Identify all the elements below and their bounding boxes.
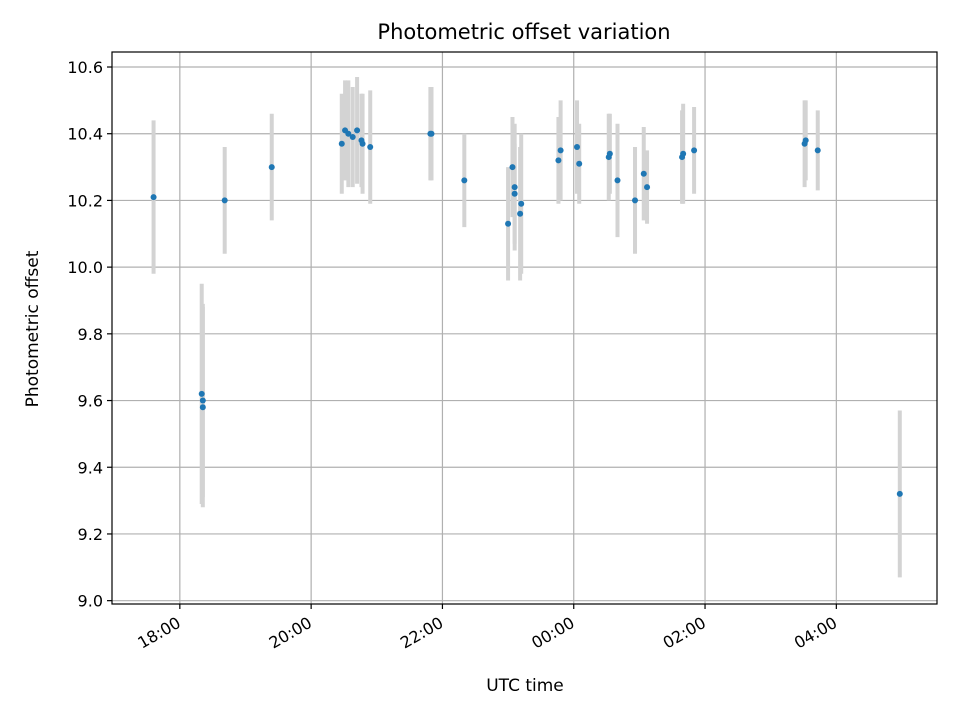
data-point — [557, 147, 564, 154]
y-tick-label: 9.0 — [78, 592, 103, 611]
x-tick-label: 02:00 — [660, 613, 709, 653]
data-point — [632, 197, 639, 204]
data-point — [150, 194, 157, 201]
grid — [112, 52, 937, 604]
data-point — [802, 137, 809, 144]
x-axis: 18:00 20:00 22:00 00:00 02:00 04:00 — [134, 604, 840, 653]
data-point — [345, 130, 352, 137]
y-tick-label: 9.8 — [78, 325, 103, 344]
error-bars — [151, 77, 902, 578]
data-point — [221, 197, 228, 204]
data-point — [680, 150, 687, 157]
plot-frame — [111, 51, 938, 605]
chart-title: Photometric offset variation — [377, 20, 670, 44]
data-point — [338, 140, 345, 147]
x-tick-label: 22:00 — [397, 613, 446, 653]
y-axis: 9.0 9.2 9.4 9.6 9.8 10.0 10.2 10.4 10.6 — [67, 58, 112, 611]
data-point — [428, 130, 435, 137]
data-point — [461, 177, 468, 184]
data-point — [199, 397, 206, 404]
data-point — [505, 220, 512, 227]
y-tick-label: 10.6 — [67, 58, 103, 77]
data-points — [150, 127, 903, 497]
x-tick-label: 00:00 — [528, 613, 577, 653]
data-point — [198, 390, 205, 397]
data-point — [268, 164, 275, 171]
data-point — [511, 190, 518, 197]
x-tick-label: 04:00 — [791, 613, 840, 653]
data-point — [896, 490, 903, 497]
y-tick-label: 9.2 — [78, 525, 103, 544]
x-tick-label: 18:00 — [134, 613, 183, 653]
y-tick-label: 10.4 — [67, 125, 103, 144]
data-point — [367, 144, 374, 151]
data-point — [359, 140, 366, 147]
data-point — [640, 170, 647, 177]
data-point — [606, 150, 613, 157]
data-point — [518, 200, 525, 207]
data-point — [199, 404, 206, 411]
data-point — [574, 144, 581, 151]
data-point — [509, 164, 516, 171]
data-point — [644, 184, 651, 191]
data-point — [517, 210, 524, 217]
x-tick-label: 20:00 — [266, 613, 315, 653]
y-tick-label: 9.4 — [78, 458, 103, 477]
data-point — [614, 177, 621, 184]
x-axis-label: UTC time — [486, 676, 564, 696]
data-point — [576, 160, 583, 167]
y-axis-label: Photometric offset — [23, 250, 43, 407]
data-point — [349, 134, 356, 141]
y-tick-label: 10.2 — [67, 191, 103, 210]
data-point — [555, 157, 562, 164]
y-tick-label: 9.6 — [78, 392, 103, 411]
y-tick-label: 10.0 — [67, 258, 103, 277]
data-point — [691, 147, 698, 154]
data-point — [511, 184, 518, 191]
data-point — [354, 127, 361, 134]
data-point — [814, 147, 821, 154]
